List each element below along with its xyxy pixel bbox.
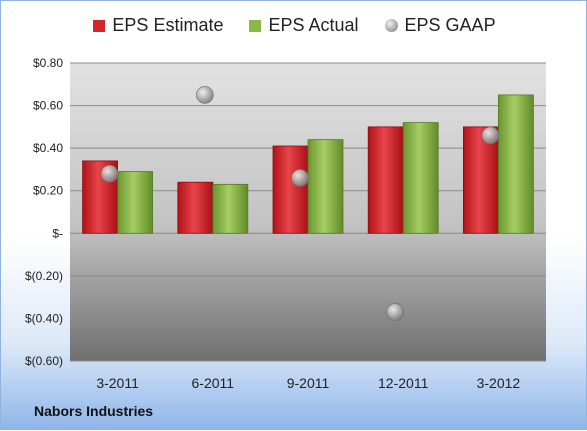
y-tick-label: $(0.60) <box>25 354 63 368</box>
legend: EPS Estimate EPS Actual EPS GAAP <box>1 15 587 36</box>
legend-item-estimate: EPS Estimate <box>93 15 223 36</box>
x-tick-label: 12-2011 <box>378 375 429 391</box>
x-axis-ticks: 3-2011 6-2011 9-2011 12-2011 3-2012 <box>96 375 520 391</box>
gaap-point-3-2012 <box>481 126 500 145</box>
y-tick-label: $0.40 <box>33 141 63 155</box>
gaap-point-3-2011 <box>100 164 119 183</box>
legend-label-estimate: EPS Estimate <box>112 15 224 35</box>
bar-estimate-3-2012 <box>462 126 499 234</box>
bar-actual-9-2011 <box>307 139 344 234</box>
company-name: Nabors Industries <box>34 403 154 419</box>
y-tick-label: $(0.40) <box>25 311 63 325</box>
x-tick-label: 3-2012 <box>477 375 521 391</box>
y-tick-label: $(0.20) <box>25 269 63 283</box>
x-tick-label: 6-2011 <box>192 375 235 391</box>
y-axis-ticks: $0.80 $0.60 $0.40 $0.20 $- $(0.20) $(0.40) $(0.… <box>25 56 63 368</box>
bars <box>82 94 534 234</box>
bar-actual-3-2011 <box>117 171 153 234</box>
legend-item-actual: EPS Actual <box>249 15 359 36</box>
bar-actual-6-2011 <box>212 183 249 234</box>
x-tick-label: 9-2011 <box>287 375 330 391</box>
y-tick-label: $0.80 <box>33 56 63 70</box>
legend-label-gaap: EPS GAAP <box>404 15 496 35</box>
gaap-points <box>100 86 500 321</box>
y-tick-label: $- <box>52 226 63 240</box>
bar-estimate-6-2011 <box>177 181 214 234</box>
legend-item-gaap: EPS GAAP <box>384 15 496 36</box>
legend-swatch-estimate <box>93 19 106 32</box>
gaap-point-6-2011 <box>196 86 214 104</box>
y-tick-label: $0.60 <box>33 99 63 113</box>
x-tick-label: 3-2011 <box>96 375 139 391</box>
legend-label-actual: EPS Actual <box>268 15 359 35</box>
y-tick-label: $0.20 <box>33 184 63 198</box>
bar-estimate-12-2011 <box>367 126 404 234</box>
gaap-point-12-2011 <box>386 303 405 321</box>
legend-swatch-gaap <box>384 19 398 32</box>
gaap-point-9-2011 <box>291 169 309 187</box>
bar-actual-12-2011 <box>402 122 439 234</box>
bar-estimate-9-2011 <box>272 145 309 234</box>
bar-actual-3-2012 <box>497 94 534 234</box>
legend-swatch-actual <box>249 19 262 32</box>
